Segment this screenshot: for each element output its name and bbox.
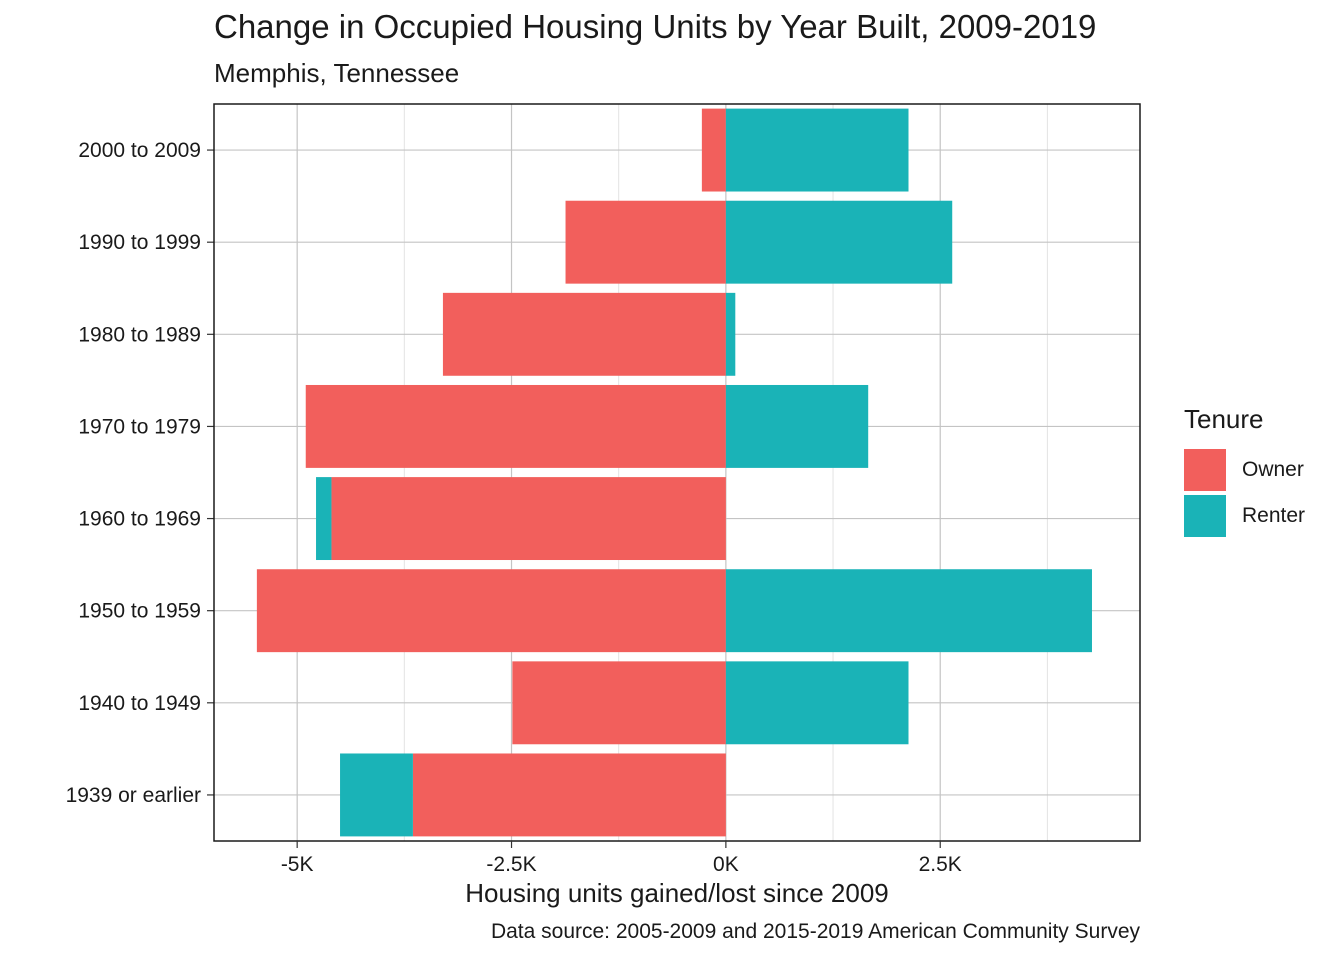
x-axis-title: Housing units gained/lost since 2009 <box>465 878 889 908</box>
chart-title: Change in Occupied Housing Units by Year… <box>214 8 1097 45</box>
x-tick-label: 2.5K <box>919 853 962 876</box>
bar-owner <box>412 753 726 837</box>
bar-renter <box>340 753 413 837</box>
y-tick-label: 2000 to 2009 <box>78 139 201 162</box>
bar-owner <box>331 477 726 561</box>
bar-renter <box>725 661 909 745</box>
y-tick-label: 1980 to 1989 <box>78 323 201 346</box>
legend-key-renter <box>1184 495 1226 537</box>
bar-owner <box>305 384 726 468</box>
bar-renter <box>725 384 869 468</box>
y-tick-label: 1939 or earlier <box>66 784 201 807</box>
legend-item-owner: Owner <box>1184 447 1305 493</box>
bar-owner <box>442 292 726 376</box>
legend-title: Tenure <box>1184 404 1264 434</box>
legend-item-renter: Renter <box>1184 493 1305 539</box>
bar-owner <box>256 569 726 653</box>
bar-renter <box>725 569 1092 653</box>
y-tick-label: 1990 to 1999 <box>78 231 201 254</box>
legend-label-owner: Owner <box>1242 458 1304 481</box>
data-source-caption: Data source: 2005-2009 and 2015-2019 Ame… <box>490 920 1140 943</box>
legend-key-owner <box>1184 449 1226 491</box>
y-tick-label: 1940 to 1949 <box>78 692 201 715</box>
bar-owner <box>512 661 726 745</box>
plot-border <box>213 103 1141 842</box>
x-tick-label: -5K <box>281 853 314 876</box>
chart-subtitle: Memphis, Tennessee <box>214 58 460 88</box>
y-tick-label: 1970 to 1979 <box>78 415 201 438</box>
x-tick-label: 0K <box>713 853 739 876</box>
bar-owner <box>701 108 726 192</box>
bar-owner <box>565 200 726 284</box>
y-tick-label: 1960 to 1969 <box>78 508 201 531</box>
bar-renter <box>725 108 909 192</box>
bar-renter <box>316 477 332 561</box>
bar-renter <box>725 200 953 284</box>
x-tick-label: -2.5K <box>486 853 536 876</box>
legend: Tenure Owner Renter <box>1184 404 1305 539</box>
y-tick-label: 1950 to 1959 <box>78 600 201 623</box>
bar-renter <box>725 292 736 376</box>
legend-label-renter: Renter <box>1242 504 1306 527</box>
